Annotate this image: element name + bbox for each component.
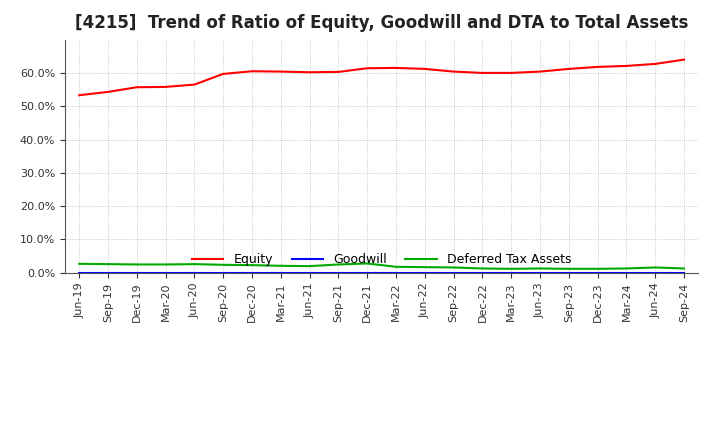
Deferred Tax Assets [420, 264, 429, 270]
Equity [75, 92, 84, 98]
Equity [305, 70, 314, 75]
Deferred Tax Assets [161, 262, 170, 267]
Equity [248, 69, 256, 74]
Goodwill [507, 270, 516, 275]
Goodwill [104, 270, 112, 275]
Equity [190, 82, 199, 87]
Goodwill [564, 270, 573, 275]
Equity [334, 69, 343, 74]
Deferred Tax Assets [305, 264, 314, 269]
Goodwill [305, 270, 314, 275]
Goodwill [276, 270, 285, 275]
Deferred Tax Assets [507, 266, 516, 271]
Equity [132, 84, 141, 90]
Goodwill [478, 270, 487, 275]
Equity [449, 69, 458, 74]
Goodwill [593, 270, 602, 275]
Equity [536, 69, 544, 74]
Deferred Tax Assets [75, 261, 84, 267]
Deferred Tax Assets [449, 265, 458, 270]
Deferred Tax Assets [104, 261, 112, 267]
Goodwill [334, 270, 343, 275]
Line: Deferred Tax Assets: Deferred Tax Assets [79, 264, 684, 269]
Equity [651, 61, 660, 66]
Title: [4215]  Trend of Ratio of Equity, Goodwill and DTA to Total Assets: [4215] Trend of Ratio of Equity, Goodwil… [75, 15, 688, 33]
Goodwill [651, 270, 660, 275]
Goodwill [363, 270, 372, 275]
Equity [593, 64, 602, 70]
Deferred Tax Assets [334, 262, 343, 267]
Goodwill [536, 270, 544, 275]
Equity [507, 70, 516, 76]
Goodwill [622, 270, 631, 275]
Equity [161, 84, 170, 90]
Equity [420, 66, 429, 72]
Goodwill [219, 270, 228, 275]
Deferred Tax Assets [276, 263, 285, 268]
Goodwill [161, 270, 170, 275]
Equity [104, 89, 112, 95]
Equity [478, 70, 487, 76]
Goodwill [449, 270, 458, 275]
Deferred Tax Assets [132, 262, 141, 267]
Goodwill [392, 270, 400, 275]
Line: Equity: Equity [79, 59, 684, 95]
Equity [622, 63, 631, 69]
Goodwill [190, 270, 199, 275]
Goodwill [248, 270, 256, 275]
Deferred Tax Assets [190, 261, 199, 267]
Deferred Tax Assets [248, 263, 256, 268]
Equity [564, 66, 573, 72]
Deferred Tax Assets [651, 265, 660, 270]
Deferred Tax Assets [536, 266, 544, 271]
Equity [680, 57, 688, 62]
Goodwill [75, 270, 84, 275]
Equity [219, 71, 228, 77]
Equity [392, 65, 400, 70]
Equity [363, 66, 372, 71]
Deferred Tax Assets [478, 266, 487, 271]
Deferred Tax Assets [564, 266, 573, 271]
Goodwill [420, 270, 429, 275]
Goodwill [132, 270, 141, 275]
Legend: Equity, Goodwill, Deferred Tax Assets: Equity, Goodwill, Deferred Tax Assets [187, 248, 576, 271]
Goodwill [680, 270, 688, 275]
Equity [276, 69, 285, 74]
Deferred Tax Assets [680, 266, 688, 271]
Deferred Tax Assets [622, 266, 631, 271]
Deferred Tax Assets [219, 262, 228, 268]
Deferred Tax Assets [392, 264, 400, 269]
Deferred Tax Assets [593, 266, 602, 271]
Deferred Tax Assets [363, 261, 372, 266]
